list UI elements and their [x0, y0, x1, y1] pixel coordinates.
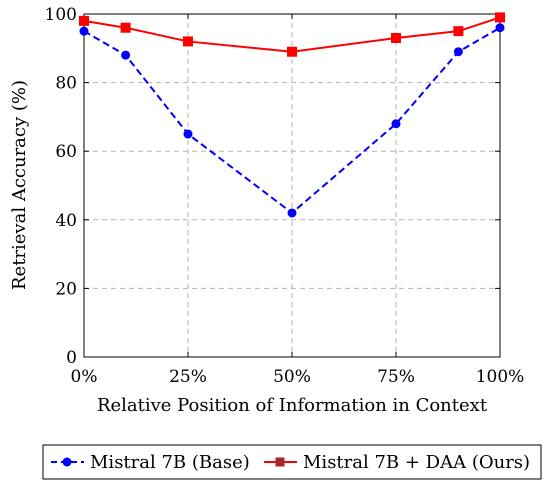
y-axis-ticks: 0 20 40 60 80 100	[45, 5, 500, 368]
series-0-point	[121, 50, 131, 60]
x-tick-label: 0%	[71, 367, 98, 387]
x-tick-label: 25%	[169, 367, 207, 387]
legend: Mistral 7B (Base) Mistral 7B + DAA (Ours…	[42, 444, 542, 480]
y-tick-label: 20	[55, 279, 77, 299]
legend-label-base: Mistral 7B (Base)	[90, 452, 250, 473]
x-axis-title: Relative Position of Information in Cont…	[97, 395, 488, 416]
series-1-point	[453, 26, 464, 37]
y-tick-label: 40	[55, 211, 77, 231]
x-tick-label: 50%	[273, 367, 311, 387]
grid-lines	[84, 14, 500, 357]
series-0-point	[453, 47, 463, 57]
y-tick-label: 0	[66, 348, 77, 368]
series-1-point	[495, 12, 505, 23]
series-0-point	[183, 129, 193, 139]
x-tick-label: 100%	[476, 367, 525, 387]
x-axis-ticks: 0% 25% 50% 75% 100%	[71, 14, 525, 387]
series-layer	[79, 12, 505, 218]
series-0-point	[287, 208, 297, 218]
series-1-point	[287, 46, 297, 57]
legend-label-daa: Mistral 7B + DAA (Ours)	[303, 452, 530, 473]
y-tick-label: 100	[45, 5, 77, 25]
y-axis-title: Retrieval Accuracy (%)	[9, 80, 30, 290]
y-tick-label: 60	[55, 142, 77, 162]
series-1-point	[79, 15, 89, 26]
series-1-point	[120, 22, 131, 33]
series-0-point	[79, 26, 89, 36]
legend-swatch-base-marker	[62, 457, 72, 467]
series-0-point	[495, 23, 505, 33]
y-tick-label: 80	[55, 74, 77, 94]
series-1-point	[183, 36, 193, 47]
legend-swatch-daa-marker	[275, 457, 285, 467]
series-0-point	[391, 119, 401, 129]
x-tick-label: 75%	[377, 367, 415, 387]
series-1-point	[391, 33, 401, 44]
